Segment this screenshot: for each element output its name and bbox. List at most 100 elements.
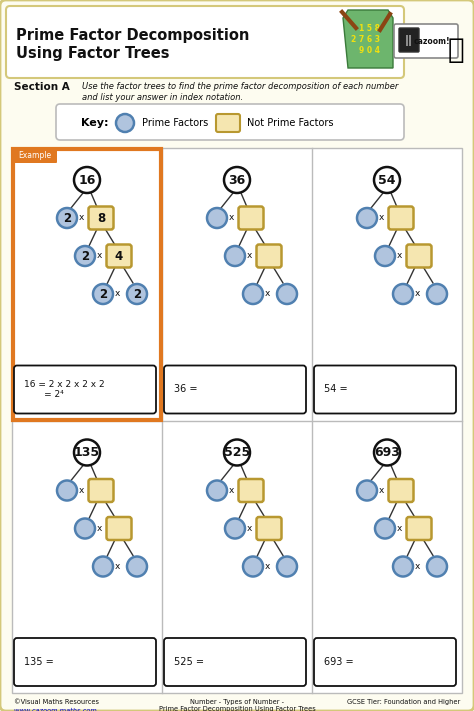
Text: Prime Factors: Prime Factors	[142, 118, 208, 128]
Circle shape	[277, 557, 297, 577]
Text: 36: 36	[228, 173, 246, 186]
Circle shape	[357, 481, 377, 501]
Text: x: x	[396, 252, 401, 260]
Text: Not Prime Factors: Not Prime Factors	[247, 118, 333, 128]
Text: x: x	[264, 289, 270, 299]
Circle shape	[243, 284, 263, 304]
Text: 4: 4	[115, 250, 123, 262]
FancyBboxPatch shape	[0, 0, 474, 711]
FancyBboxPatch shape	[89, 479, 113, 502]
Circle shape	[374, 167, 400, 193]
Circle shape	[224, 167, 250, 193]
FancyBboxPatch shape	[107, 517, 131, 540]
FancyBboxPatch shape	[12, 148, 462, 693]
Text: 🧑: 🧑	[447, 36, 465, 64]
Circle shape	[93, 557, 113, 577]
Circle shape	[127, 557, 147, 577]
Text: x: x	[378, 213, 383, 223]
Text: x: x	[114, 562, 120, 571]
Text: x: x	[414, 562, 419, 571]
FancyBboxPatch shape	[6, 6, 404, 78]
FancyBboxPatch shape	[14, 638, 156, 686]
FancyBboxPatch shape	[107, 245, 131, 267]
Text: x: x	[228, 486, 234, 495]
Text: 693 =: 693 =	[324, 657, 354, 667]
Circle shape	[393, 557, 413, 577]
Text: 16: 16	[78, 173, 96, 186]
Text: 525: 525	[224, 446, 250, 459]
Circle shape	[427, 284, 447, 304]
Text: 2 7 6 3: 2 7 6 3	[352, 35, 381, 44]
Text: Prime Factor Decomposition: Prime Factor Decomposition	[16, 28, 249, 43]
Circle shape	[75, 518, 95, 538]
Text: x: x	[114, 289, 120, 299]
FancyBboxPatch shape	[314, 638, 456, 686]
FancyBboxPatch shape	[407, 517, 431, 540]
Circle shape	[375, 518, 395, 538]
Circle shape	[116, 114, 134, 132]
Circle shape	[374, 439, 400, 466]
Circle shape	[93, 284, 113, 304]
Text: x: x	[78, 213, 84, 223]
FancyBboxPatch shape	[56, 104, 404, 140]
Text: 135: 135	[74, 446, 100, 459]
Circle shape	[57, 208, 77, 228]
FancyBboxPatch shape	[164, 365, 306, 414]
Polygon shape	[343, 10, 393, 68]
FancyBboxPatch shape	[389, 206, 413, 230]
Text: and list your answer in index notation.: and list your answer in index notation.	[82, 93, 243, 102]
Circle shape	[207, 481, 227, 501]
Text: x: x	[96, 252, 102, 260]
Text: 54 =: 54 =	[324, 385, 347, 395]
Text: 2: 2	[81, 250, 89, 262]
FancyBboxPatch shape	[14, 365, 156, 414]
Text: Key:: Key:	[81, 118, 109, 128]
Text: 2: 2	[63, 211, 71, 225]
Text: Using Factor Trees: Using Factor Trees	[16, 46, 170, 61]
Circle shape	[224, 439, 250, 466]
FancyBboxPatch shape	[407, 245, 431, 267]
Text: Section A: Section A	[14, 82, 70, 92]
Text: x: x	[396, 524, 401, 533]
Text: www.cazoom maths.com: www.cazoom maths.com	[14, 708, 97, 711]
Text: 9 0 4: 9 0 4	[359, 46, 381, 55]
Text: Number - Types of Number -
Prime Factor Decomposition Using Factor Trees: Number - Types of Number - Prime Factor …	[159, 699, 315, 711]
Circle shape	[243, 557, 263, 577]
Circle shape	[225, 246, 245, 266]
Circle shape	[225, 518, 245, 538]
Circle shape	[74, 167, 100, 193]
FancyBboxPatch shape	[389, 479, 413, 502]
Circle shape	[375, 246, 395, 266]
Text: 1 5 8: 1 5 8	[359, 24, 381, 33]
Circle shape	[75, 246, 95, 266]
Text: x: x	[228, 213, 234, 223]
Text: x: x	[378, 486, 383, 495]
Text: x: x	[96, 524, 102, 533]
FancyBboxPatch shape	[216, 114, 240, 132]
Text: 135 =: 135 =	[24, 657, 54, 667]
Circle shape	[277, 284, 297, 304]
FancyBboxPatch shape	[314, 365, 456, 414]
Circle shape	[57, 481, 77, 501]
Text: ©Visual Maths Resources: ©Visual Maths Resources	[14, 699, 99, 705]
Circle shape	[207, 208, 227, 228]
Circle shape	[393, 284, 413, 304]
Text: 54: 54	[378, 173, 396, 186]
FancyBboxPatch shape	[238, 206, 264, 230]
FancyBboxPatch shape	[238, 479, 264, 502]
Text: x: x	[78, 486, 84, 495]
Circle shape	[357, 208, 377, 228]
FancyBboxPatch shape	[13, 148, 57, 163]
Text: 525 =: 525 =	[174, 657, 204, 667]
Text: GCSE Tier: Foundation and Higher: GCSE Tier: Foundation and Higher	[347, 699, 460, 705]
Text: 693: 693	[374, 446, 400, 459]
FancyBboxPatch shape	[399, 28, 419, 52]
Text: Use the factor trees to find the prime factor decomposition of each number: Use the factor trees to find the prime f…	[82, 82, 398, 91]
Text: cazoom!: cazoom!	[414, 36, 450, 46]
Text: 16 = 2 x 2 x 2 x 2
       = 2⁴: 16 = 2 x 2 x 2 x 2 = 2⁴	[24, 380, 105, 399]
FancyBboxPatch shape	[164, 638, 306, 686]
Text: 36 =: 36 =	[174, 385, 198, 395]
Circle shape	[127, 284, 147, 304]
FancyBboxPatch shape	[256, 517, 282, 540]
Text: 8: 8	[97, 211, 105, 225]
